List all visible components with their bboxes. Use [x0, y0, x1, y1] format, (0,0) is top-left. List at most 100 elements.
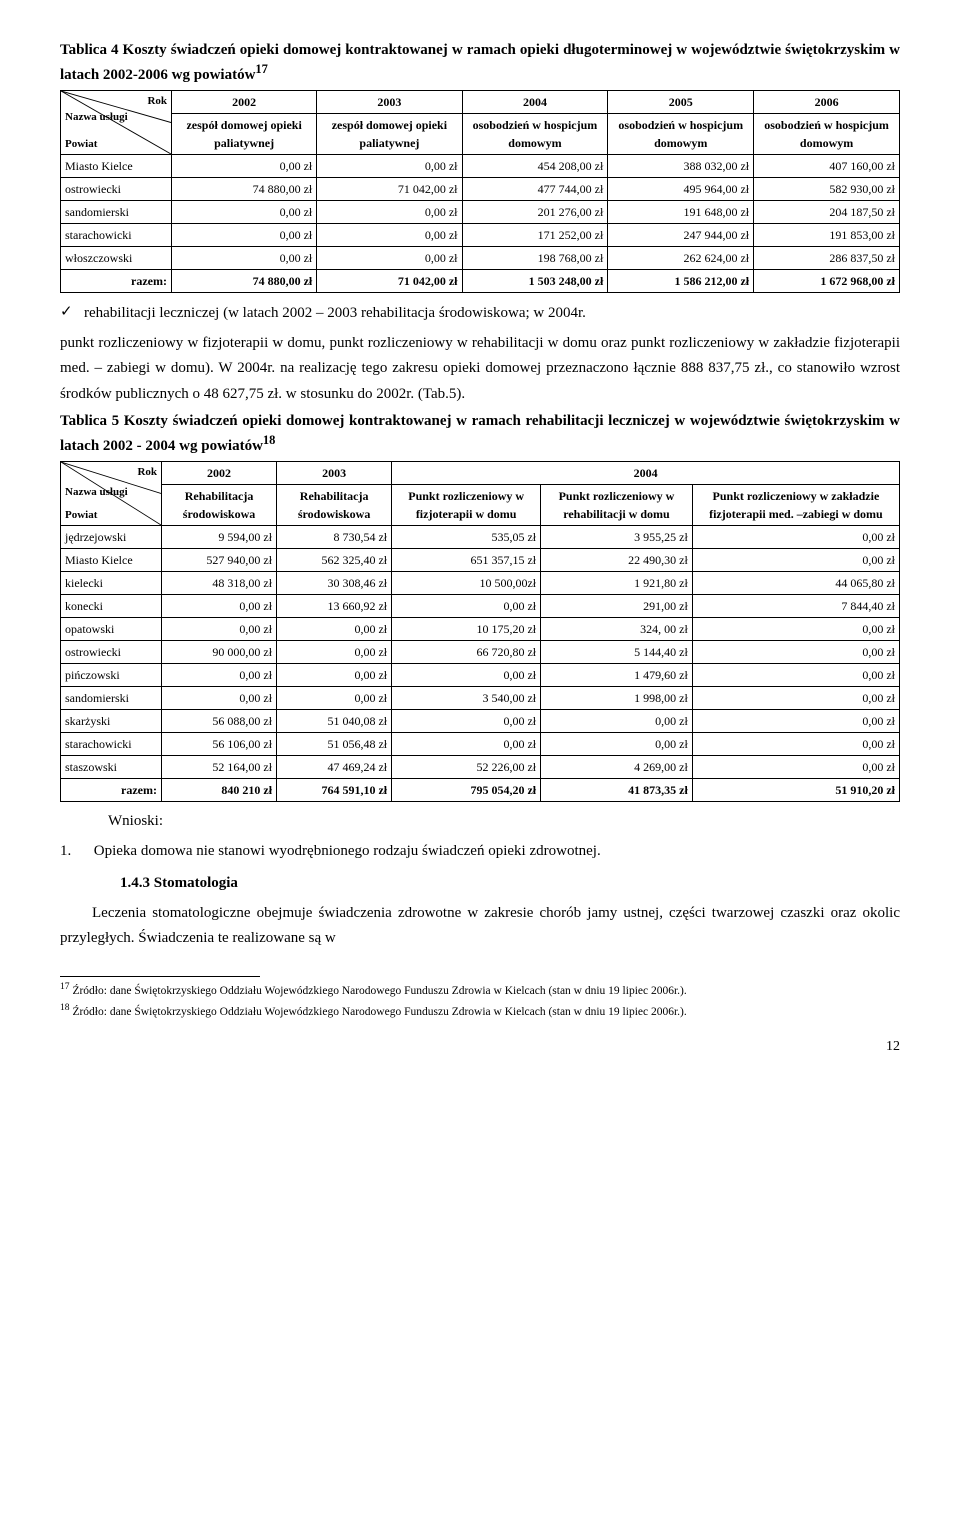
row-label: staszowski — [61, 756, 162, 779]
table5-title-text: Tablica 5 Koszty świadczeń opieki domowe… — [60, 413, 900, 454]
cell-value: 0,00 zł — [692, 664, 899, 687]
cell-value: 0,00 zł — [541, 710, 693, 733]
table-row: Miasto Kielce527 940,00 zł562 325,40 zł6… — [61, 549, 900, 572]
cell-value: 0,00 zł — [172, 201, 317, 224]
cell-value: 291,00 zł — [541, 595, 693, 618]
subheading: 1.4.3 Stomatologia — [120, 872, 900, 895]
check-icon: ✓ — [60, 301, 84, 324]
table4-year-3: 2005 — [608, 91, 754, 114]
paragraph-2: Leczenia stomatologiczne obejmuje świadc… — [60, 901, 900, 952]
cell-value: 22 490,30 zł — [541, 549, 693, 572]
table4-sup: 17 — [255, 62, 268, 76]
cell-value: 0,00 zł — [392, 710, 541, 733]
table4-year-2: 2004 — [462, 91, 608, 114]
table5: Rok Nazwa usługi Powiat 2002 2003 2004 R… — [60, 461, 900, 802]
cell-value: 0,00 zł — [317, 201, 462, 224]
cell-value: 4 269,00 zł — [541, 756, 693, 779]
cell-value: 51 056,48 zł — [277, 733, 392, 756]
row-label: opatowski — [61, 618, 162, 641]
row-label: skarżyski — [61, 710, 162, 733]
cell-value: 0,00 zł — [317, 155, 462, 178]
cell-value: 0,00 zł — [692, 756, 899, 779]
table5-total-1: 764 591,10 zł — [277, 779, 392, 802]
table-row: starachowicki56 106,00 zł51 056,48 zł0,0… — [61, 733, 900, 756]
cell-value: 0,00 zł — [162, 664, 277, 687]
cell-value: 286 837,50 zł — [754, 247, 900, 270]
num-1-label: 1. — [60, 843, 71, 859]
cell-value: 0,00 zł — [277, 687, 392, 710]
table5-diag-cell: Rok Nazwa usługi Powiat — [61, 462, 162, 526]
footnote-18: 18 Źródło: dane Świętokrzyskiego Oddział… — [60, 1002, 900, 1020]
cell-value: 0,00 zł — [277, 618, 392, 641]
cell-value: 47 469,24 zł — [277, 756, 392, 779]
cell-value: 0,00 zł — [172, 247, 317, 270]
table5-colhdr-4: Punkt rozliczeniowy w zakładzie fizjoter… — [692, 485, 899, 526]
cell-value: 51 040,08 zł — [277, 710, 392, 733]
cell-value: 0,00 zł — [317, 224, 462, 247]
row-label: pińczowski — [61, 664, 162, 687]
cell-value: 0,00 zł — [392, 595, 541, 618]
table4-diag-mid: Nazwa usługi — [65, 109, 128, 126]
table-row: konecki0,00 zł13 660,92 zł0,00 zł291,00 … — [61, 595, 900, 618]
cell-value: 535,05 zł — [392, 526, 541, 549]
cell-value: 0,00 zł — [162, 595, 277, 618]
bullet-row: ✓ rehabilitacji leczniczej (w latach 200… — [60, 301, 900, 327]
cell-value: 90 000,00 zł — [162, 641, 277, 664]
row-label: ostrowiecki — [61, 178, 172, 201]
cell-value: 0,00 zł — [172, 155, 317, 178]
cell-value: 191 853,00 zł — [754, 224, 900, 247]
cell-value: 201 276,00 zł — [462, 201, 608, 224]
cell-value: 1 921,80 zł — [541, 572, 693, 595]
cell-value: 0,00 zł — [541, 733, 693, 756]
table-row: Miasto Kielce0,00 zł0,00 zł454 208,00 zł… — [61, 155, 900, 178]
table-row: pińczowski0,00 zł0,00 zł0,00 zł1 479,60 … — [61, 664, 900, 687]
cell-value: 0,00 zł — [692, 526, 899, 549]
cell-value: 191 648,00 zł — [608, 201, 754, 224]
cell-value: 324, 00 zł — [541, 618, 693, 641]
row-label: sandomierski — [61, 687, 162, 710]
cell-value: 3 955,25 zł — [541, 526, 693, 549]
cell-value: 495 964,00 zł — [608, 178, 754, 201]
row-label: Miasto Kielce — [61, 549, 162, 572]
table5-colhdr-2: Punkt rozliczeniowy w fizjoterapii w dom… — [392, 485, 541, 526]
table5-total-label: razem: — [61, 779, 162, 802]
cell-value: 10 175,20 zł — [392, 618, 541, 641]
cell-value: 262 624,00 zł — [608, 247, 754, 270]
table4-total-label: razem: — [61, 270, 172, 293]
table4-year-1: 2003 — [317, 91, 462, 114]
table-row: starachowicki0,00 zł0,00 zł171 252,00 zł… — [61, 224, 900, 247]
cell-value: 0,00 zł — [692, 549, 899, 572]
cell-value: 52 164,00 zł — [162, 756, 277, 779]
table4-year-4: 2006 — [754, 91, 900, 114]
row-label: jędrzejowski — [61, 526, 162, 549]
table-row: włoszczowski0,00 zł0,00 zł198 768,00 zł2… — [61, 247, 900, 270]
cell-value: 0,00 zł — [162, 687, 277, 710]
table4-diag-cell: Rok Nazwa usługi Powiat — [61, 91, 172, 155]
row-label: Miasto Kielce — [61, 155, 172, 178]
cell-value: 0,00 zł — [692, 618, 899, 641]
cell-value: 56 106,00 zł — [162, 733, 277, 756]
cell-value: 52 226,00 zł — [392, 756, 541, 779]
cell-value: 13 660,92 zł — [277, 595, 392, 618]
table-row: skarżyski56 088,00 zł51 040,08 zł0,00 zł… — [61, 710, 900, 733]
table5-year-2: 2004 — [392, 462, 900, 485]
table4: Rok Nazwa usługi Powiat 2002 2003 2004 2… — [60, 90, 900, 293]
table4-colhdr-0: zespół domowej opieki paliatywnej — [172, 114, 317, 155]
cell-value: 74 880,00 zł — [172, 178, 317, 201]
cell-value: 1 479,60 zł — [541, 664, 693, 687]
wnioski-label: Wnioski: — [108, 810, 900, 833]
table-row: opatowski0,00 zł0,00 zł10 175,20 zł324, … — [61, 618, 900, 641]
table5-diag-bl: Powiat — [65, 507, 97, 524]
footnote-17: 17 Źródło: dane Świętokrzyskiego Oddział… — [60, 981, 900, 999]
table-row: ostrowiecki90 000,00 zł0,00 zł66 720,80 … — [61, 641, 900, 664]
cell-value: 0,00 zł — [277, 641, 392, 664]
cell-value: 204 187,50 zł — [754, 201, 900, 224]
cell-value: 388 032,00 zł — [608, 155, 754, 178]
table4-total-2: 1 503 248,00 zł — [462, 270, 608, 293]
cell-value: 71 042,00 zł — [317, 178, 462, 201]
table-row: staszowski52 164,00 zł47 469,24 zł52 226… — [61, 756, 900, 779]
bullet-text: rehabilitacji leczniczej (w latach 2002 … — [84, 301, 900, 327]
table5-total-0: 840 210 zł — [162, 779, 277, 802]
footnote-rule — [60, 976, 260, 977]
row-label: konecki — [61, 595, 162, 618]
